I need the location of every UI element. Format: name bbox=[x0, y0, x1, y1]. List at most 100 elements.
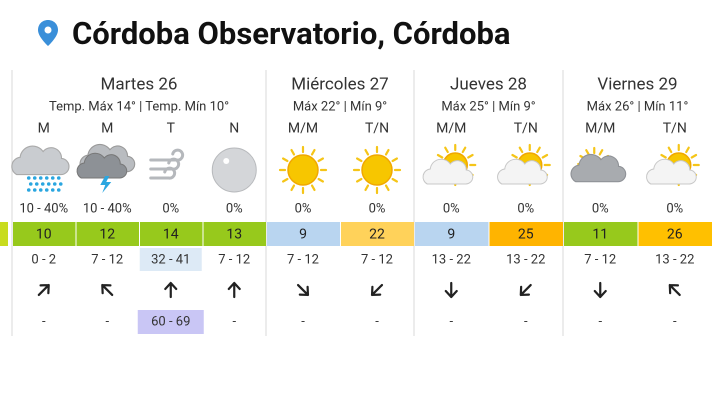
cloud bbox=[497, 158, 548, 185]
bolt bbox=[100, 176, 112, 193]
temp-cell bbox=[13, 222, 76, 246]
rain-chance: 0% bbox=[369, 201, 386, 216]
weather-icon bbox=[646, 143, 700, 187]
sun-ray bbox=[536, 146, 541, 154]
sun-disc bbox=[361, 154, 393, 186]
sun-ray bbox=[660, 153, 667, 159]
wind-speed: 7 - 12 bbox=[287, 252, 319, 267]
wind-arrow bbox=[296, 283, 310, 297]
weather-icon bbox=[497, 143, 551, 187]
rain-drop bbox=[50, 188, 55, 192]
weather-icon bbox=[422, 143, 477, 187]
location-pin bbox=[38, 20, 58, 46]
temp-value: 25 bbox=[518, 227, 534, 243]
sun-ray bbox=[355, 157, 363, 163]
rain-drop bbox=[52, 182, 57, 186]
gust-speed: - bbox=[524, 314, 528, 329]
wind-arrow bbox=[370, 283, 384, 297]
rain-chance: 0% bbox=[517, 201, 534, 216]
rain-drop bbox=[44, 176, 49, 180]
weather-icon bbox=[11, 145, 70, 192]
wind-line bbox=[149, 166, 177, 180]
rain-drop bbox=[32, 176, 37, 180]
wind-arrow bbox=[593, 281, 607, 299]
sun-ray bbox=[290, 184, 296, 192]
rain-drop bbox=[56, 176, 61, 180]
period-label: M/M bbox=[585, 121, 615, 137]
wind-speed: 32 - 41 bbox=[151, 252, 190, 267]
cloud bbox=[570, 153, 627, 183]
temp-value: 9 bbox=[447, 227, 455, 243]
period-label: T/N bbox=[365, 121, 389, 137]
day-name: Martes 26 bbox=[101, 74, 178, 94]
wind-speed: 7 - 12 bbox=[584, 252, 616, 267]
sun-disc bbox=[287, 154, 319, 186]
temp-value: 13 bbox=[226, 227, 242, 243]
temp-value: 9 bbox=[299, 227, 307, 243]
sun-ray bbox=[461, 146, 467, 154]
wind-speed: 13 - 22 bbox=[655, 252, 694, 267]
rain-drop bbox=[44, 188, 49, 192]
sun-ray bbox=[690, 153, 698, 159]
gust-speed: - bbox=[673, 314, 677, 329]
temp-cell bbox=[341, 222, 414, 246]
temp-cell bbox=[203, 222, 266, 246]
temp-value: 12 bbox=[99, 227, 115, 243]
temp-cell bbox=[489, 222, 563, 246]
wind-arrow bbox=[444, 281, 458, 299]
wind-speed: 13 - 22 bbox=[432, 252, 471, 267]
sun-ray bbox=[310, 184, 316, 192]
gust-speed: 60 - 69 bbox=[151, 314, 190, 329]
wind-arrow bbox=[668, 283, 681, 297]
temp-value: 11 bbox=[592, 227, 608, 243]
wind-speed: 0 - 2 bbox=[31, 252, 56, 267]
temp-value: 10 bbox=[36, 227, 52, 243]
moon bbox=[211, 147, 257, 193]
weather-icon bbox=[352, 145, 402, 195]
period-label: M bbox=[38, 121, 50, 137]
temp-value: 22 bbox=[369, 227, 385, 243]
weather-icon bbox=[570, 146, 627, 183]
rain-drop bbox=[40, 182, 45, 186]
wind-arrow bbox=[37, 283, 50, 297]
temp-cell bbox=[564, 222, 638, 246]
day-temps: Máx 25° | Mín 9° bbox=[441, 99, 535, 114]
period-label: N bbox=[229, 121, 239, 137]
sun-ray bbox=[518, 146, 524, 154]
sun-ray bbox=[667, 146, 673, 154]
rain-drop bbox=[26, 188, 31, 192]
gust-cell bbox=[137, 310, 204, 334]
cloud bbox=[422, 158, 474, 185]
sun-ray bbox=[384, 184, 390, 192]
temp-cell bbox=[76, 222, 139, 246]
sun-ray bbox=[355, 177, 363, 183]
temp-cell bbox=[638, 222, 712, 246]
temp-cell bbox=[415, 222, 489, 246]
temp-cell bbox=[140, 222, 203, 246]
rain-chance: 0% bbox=[443, 201, 460, 216]
rain-chance: 0% bbox=[162, 201, 179, 216]
wind-cell bbox=[139, 248, 202, 271]
gust-speed: - bbox=[301, 314, 305, 329]
sun-ray bbox=[317, 177, 325, 183]
sun-ray bbox=[436, 153, 444, 159]
rain-drop bbox=[34, 182, 39, 186]
sun-ray bbox=[310, 148, 316, 156]
rain-chance: 0% bbox=[226, 201, 243, 216]
day-temps: Máx 22° | Mín 9° bbox=[293, 99, 387, 114]
day-name: Miércoles 27 bbox=[291, 74, 388, 94]
rain-chance: 10 - 40% bbox=[19, 201, 68, 216]
sun-ray bbox=[585, 149, 590, 156]
weather-icon bbox=[211, 147, 257, 193]
gust-speed: - bbox=[105, 314, 109, 329]
sun-ray bbox=[364, 148, 370, 156]
day-temps: Máx 26° | Mín 11° bbox=[587, 99, 689, 114]
gust-speed: - bbox=[232, 314, 236, 329]
rain-drop bbox=[28, 182, 33, 186]
wind-speed: 7 - 12 bbox=[91, 252, 123, 267]
period-label: T/N bbox=[663, 121, 687, 137]
wind-arrow bbox=[164, 281, 178, 299]
rain-drop bbox=[46, 182, 51, 186]
gust-speed: - bbox=[449, 314, 453, 329]
cloud bbox=[76, 152, 128, 179]
